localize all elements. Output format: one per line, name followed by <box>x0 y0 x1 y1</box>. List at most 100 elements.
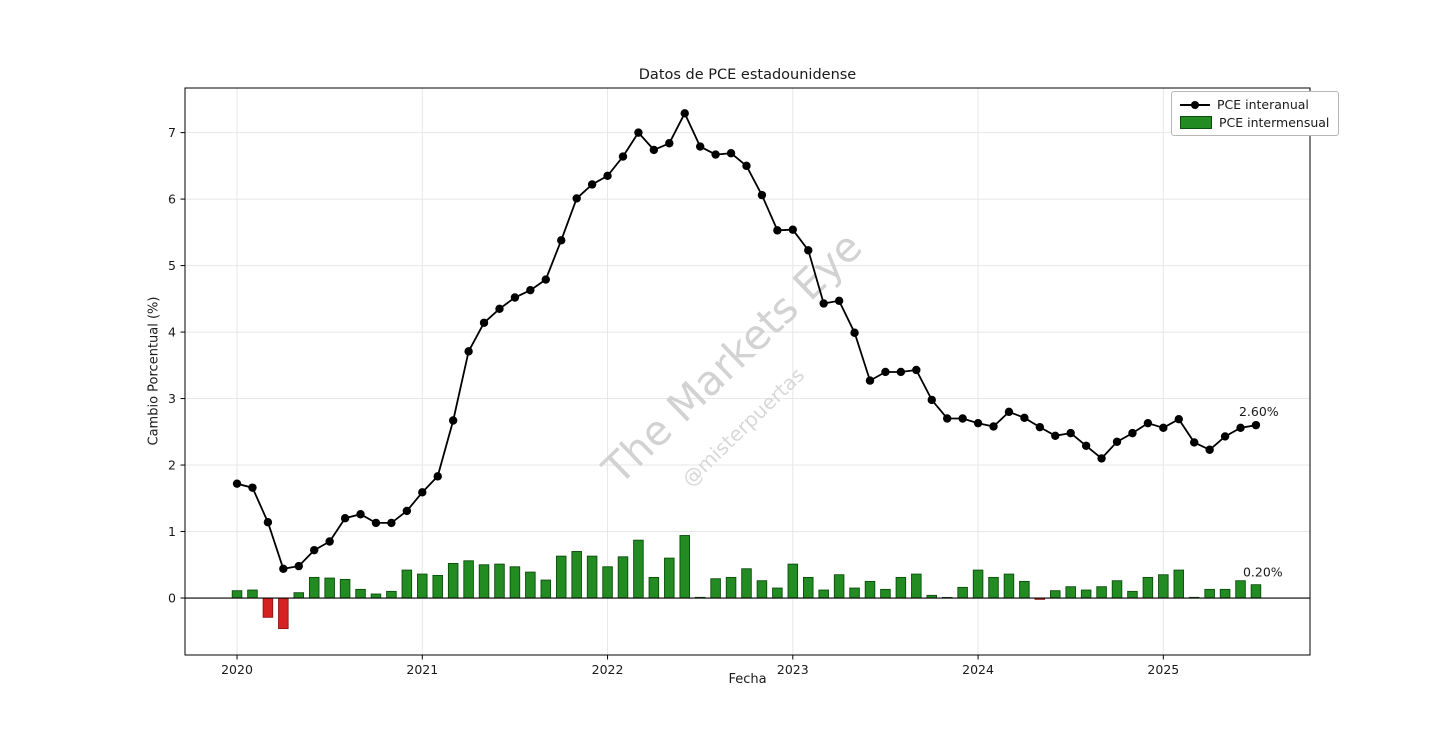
data-point <box>356 510 365 519</box>
bar <box>308 576 320 599</box>
bar <box>818 589 829 599</box>
bar <box>1111 580 1123 599</box>
data-point <box>1035 422 1045 432</box>
data-point <box>433 472 442 481</box>
data-point <box>973 418 983 428</box>
y-tick-label: 2 <box>168 457 176 472</box>
line-marker-icon <box>1180 100 1210 109</box>
data-point <box>726 149 736 158</box>
data-point <box>572 194 581 203</box>
bar <box>633 539 644 599</box>
bar <box>880 588 891 599</box>
data-point <box>294 561 303 571</box>
data-point <box>711 150 720 159</box>
chart-title: Datos de PCE estadounidense <box>638 67 857 83</box>
bar <box>972 569 984 599</box>
data-point <box>387 518 396 528</box>
bar <box>293 592 305 599</box>
data-point <box>757 190 767 200</box>
bar <box>864 580 876 599</box>
data-point <box>865 376 875 385</box>
bar <box>1096 586 1107 599</box>
data-point <box>418 488 427 497</box>
data-point <box>279 564 288 573</box>
bar <box>586 555 598 599</box>
bar <box>555 555 567 599</box>
bar <box>1235 580 1246 599</box>
x-tick-label: 2021 <box>406 662 438 677</box>
bar <box>833 574 845 599</box>
data-point <box>958 414 967 423</box>
data-point <box>1066 428 1075 438</box>
data-point <box>942 414 952 423</box>
bar <box>386 590 397 599</box>
legend-item-bar: PCE intermensual <box>1180 115 1329 130</box>
bar <box>355 588 366 599</box>
data-point <box>1205 445 1214 454</box>
annotation: 0.20% <box>1243 565 1283 580</box>
data-point <box>773 226 782 235</box>
bar <box>417 573 428 599</box>
bar <box>1127 590 1138 599</box>
data-point <box>1159 423 1168 433</box>
annotation: 2.60% <box>1239 404 1279 419</box>
data-point <box>881 367 890 377</box>
data-point <box>587 180 597 189</box>
bar <box>1065 586 1076 599</box>
y-tick-label: 1 <box>168 524 176 539</box>
data-point <box>912 365 921 375</box>
data-point <box>834 296 844 306</box>
y-tick-label: 0 <box>168 590 176 605</box>
data-point <box>1128 428 1137 438</box>
data-point <box>634 128 643 137</box>
y-tick-label: 3 <box>168 391 176 406</box>
data-point <box>248 483 257 492</box>
data-point <box>695 142 705 151</box>
data-point <box>1174 414 1183 424</box>
data-point <box>479 318 489 327</box>
data-point <box>850 328 859 337</box>
x-tick-label: 2022 <box>592 662 624 677</box>
bar <box>741 568 752 599</box>
data-point <box>927 395 936 405</box>
data-point <box>1143 418 1153 428</box>
bar <box>1250 584 1262 599</box>
bar <box>602 566 613 599</box>
data-point <box>371 518 381 528</box>
data-point <box>526 285 535 295</box>
bar <box>895 576 907 599</box>
bar <box>339 578 351 599</box>
data-point <box>464 347 473 356</box>
bar <box>540 579 552 599</box>
bar <box>324 577 335 599</box>
data-point <box>819 299 828 308</box>
bar <box>1142 576 1154 599</box>
data-point <box>340 514 350 523</box>
bar-swatch-icon <box>1180 116 1212 129</box>
data-point <box>1251 420 1261 430</box>
bar <box>1219 588 1231 599</box>
data-point <box>680 109 689 118</box>
bar <box>648 576 660 599</box>
x-tick-label: 2025 <box>1147 662 1179 677</box>
bar <box>1158 574 1169 599</box>
bar <box>664 557 675 599</box>
data-point <box>1097 454 1106 463</box>
bar <box>478 564 490 599</box>
data-point <box>263 518 273 527</box>
data-point <box>1236 423 1245 433</box>
plot-border <box>184 87 1311 656</box>
x-tick-label: 2020 <box>221 662 253 677</box>
bar <box>1050 590 1061 599</box>
x-axis-label: Fecha <box>728 672 767 687</box>
data-point <box>1004 407 1014 417</box>
legend-label-bar: PCE intermensual <box>1219 115 1330 130</box>
y-tick-label: 7 <box>168 125 176 140</box>
data-point <box>603 171 612 181</box>
data-point <box>448 416 458 425</box>
bar <box>772 587 783 599</box>
legend-label-line: PCE interanual <box>1217 97 1309 112</box>
bar <box>756 580 768 599</box>
